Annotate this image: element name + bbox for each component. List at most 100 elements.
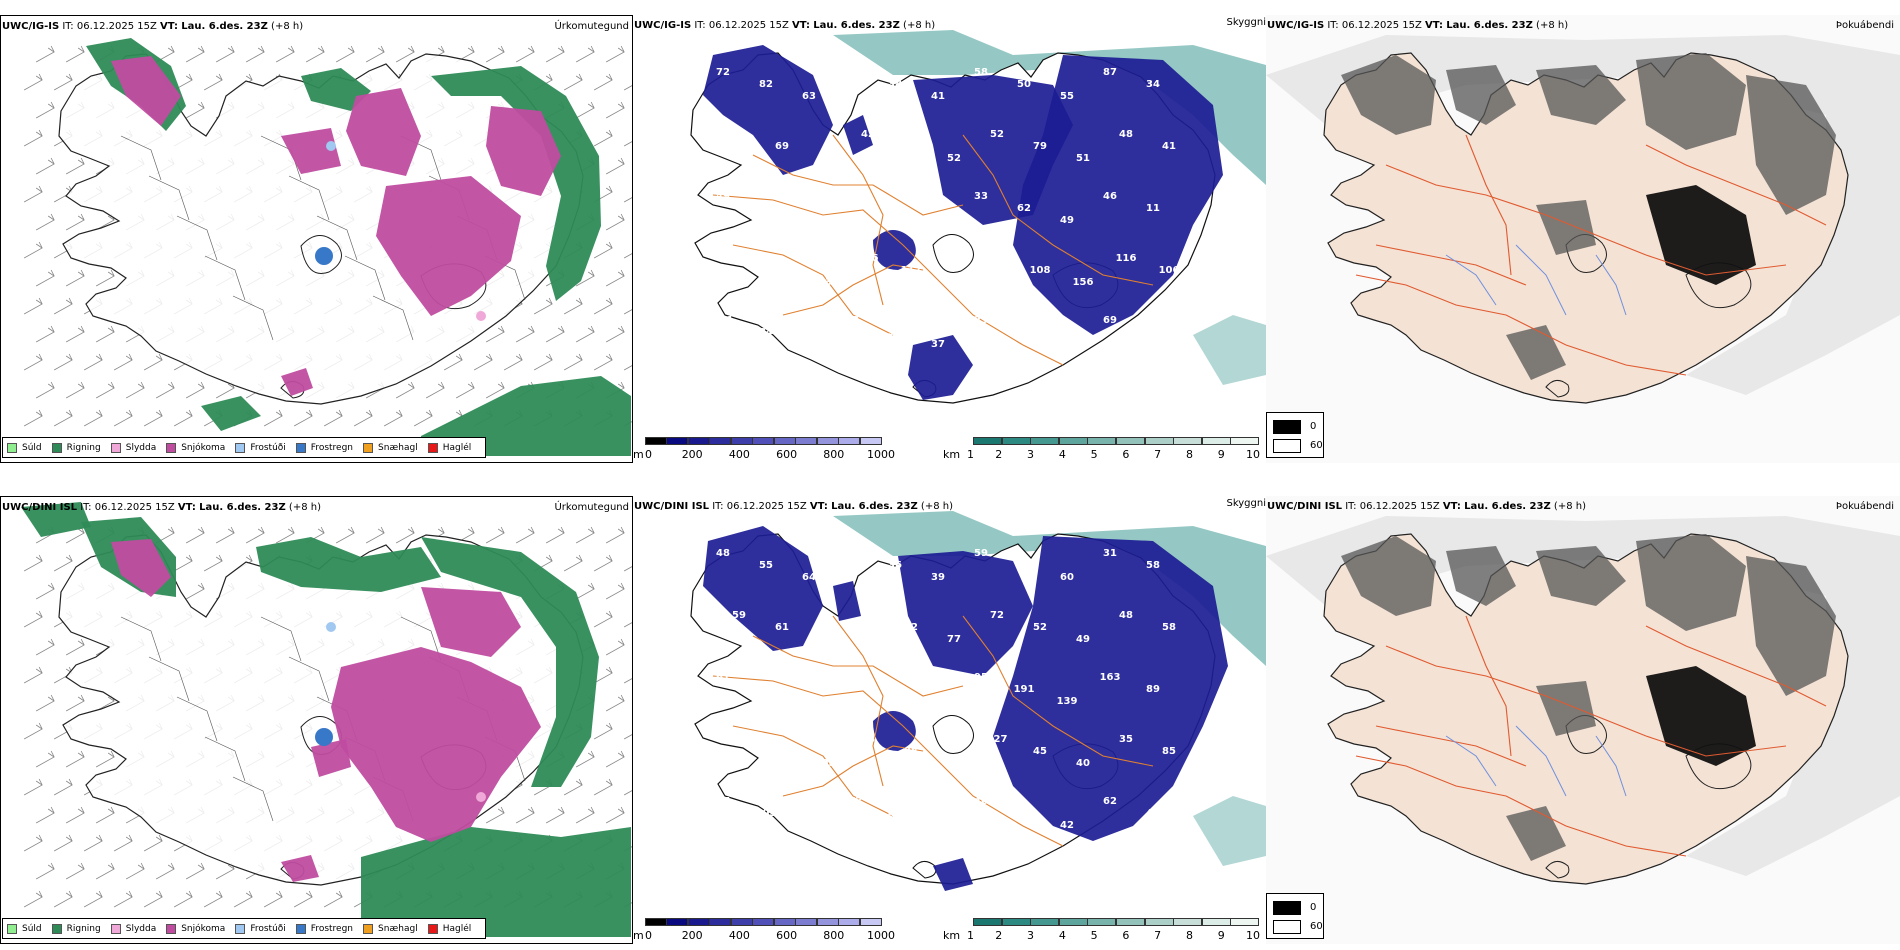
road [1385, 164, 1787, 276]
legend-item: Súld [7, 442, 42, 453]
river [344, 255, 386, 301]
iceland-outline [58, 53, 584, 405]
colorbar-swatch [752, 437, 775, 445]
colorbar-unit: m [633, 448, 644, 461]
visibility-value: 58 [1162, 622, 1176, 633]
fog-dark-areas [1341, 534, 1836, 861]
fog-dark-area [1636, 53, 1746, 150]
snow-area [111, 56, 181, 126]
wind-barb [575, 45, 595, 63]
fog-index-panel-row1: UWC/IG-IS IT: 06.12.2025 15Z VT: Lau. 6.… [1266, 15, 1900, 463]
visibility-value: 55 [1017, 560, 1031, 571]
wind-barb [383, 409, 403, 427]
visibility-value: 95 [974, 672, 988, 683]
colorbar-swatch [645, 918, 667, 926]
colorbar-tick: 7 [1154, 448, 1162, 461]
panel-type-label: Skyggni [1226, 498, 1266, 509]
legend-label: Slydda [125, 923, 157, 934]
visibility-value: 61 [716, 672, 730, 683]
wind-barb [23, 554, 43, 572]
visibility-value: 247 [729, 734, 750, 745]
wind-barb [23, 834, 43, 852]
visibility-value: 35 [1119, 734, 1133, 745]
wind-barb [143, 409, 163, 427]
panel-title: UWC/IG-IS IT: 06.12.2025 15Z VT: Lau. 6.… [634, 20, 936, 31]
panel-type-label: Þokuábendi [1835, 501, 1894, 512]
visibility-value: 42 [775, 389, 789, 400]
wind-barb [593, 353, 613, 371]
wind-barb [35, 862, 55, 880]
river [260, 616, 302, 662]
wind-barb [95, 806, 115, 824]
colorbar-tick: 2 [995, 448, 1003, 461]
visibility-value: 46 [802, 696, 816, 707]
visibility-value: 46 [1103, 191, 1117, 202]
fog-legend-light-swatch [1273, 920, 1301, 934]
low-visibility-area [993, 536, 1228, 841]
river [204, 255, 246, 301]
glacier-outline [932, 715, 974, 754]
wind-barb [503, 353, 523, 371]
wind-barb [563, 353, 583, 371]
panel-type-label: Úrkomutegund [554, 21, 629, 32]
wind-barb [143, 353, 163, 371]
visibility-value: 67 [716, 796, 730, 807]
visibility-panel-row2: 48 55 64 68 36 39 59 55 60 31 58 59 61 56 52 62 77 72 52 49… [633, 496, 1266, 944]
colorbar-tick: 9 [1217, 929, 1225, 942]
wind-barb [623, 622, 632, 628]
legend-item: Frostúði [235, 442, 286, 453]
colorbar-swatch [1173, 918, 1203, 926]
fog-dark-area [1746, 556, 1836, 696]
legend-label: Snæhagl [378, 923, 418, 934]
fog-map-row1 [1266, 15, 1900, 463]
visibility-value: 49 [1076, 634, 1090, 645]
wind-barb [65, 325, 85, 343]
wind-barb [563, 554, 583, 572]
fog-dark-area [1446, 546, 1516, 606]
wind-barb [23, 73, 43, 91]
visibility-value: 37 [931, 339, 945, 350]
colorbar-tick: 5 [1090, 448, 1098, 461]
road-network [1355, 615, 1827, 857]
visibility-value: 83 [818, 277, 832, 288]
wind-barb [455, 381, 475, 399]
road [732, 725, 894, 817]
wind-barb [485, 526, 505, 544]
colorbar-swatch [752, 918, 775, 926]
wind-barb [263, 890, 283, 908]
wind-barb [173, 890, 193, 908]
road [1465, 615, 1512, 757]
visibility-value: 85 [1162, 746, 1176, 757]
river [400, 616, 442, 662]
snow-area [311, 739, 351, 777]
panel-type-label: Úrkomutegund [554, 502, 629, 513]
colorbar-tick: 800 [823, 929, 845, 942]
visibility-value: 87 [1103, 67, 1117, 78]
legend-label: Slydda [125, 442, 157, 453]
fog-dark-area [1341, 55, 1436, 135]
wind-barb [35, 806, 55, 824]
visibility-value: 84 [759, 327, 773, 338]
visibility-value: 89 [1146, 684, 1160, 695]
river [232, 295, 274, 341]
legend-item: Haglél [427, 442, 471, 453]
colorbar-swatch [1030, 437, 1060, 445]
sleet-spot [476, 792, 486, 802]
wind-barb [563, 778, 583, 796]
river [288, 175, 330, 221]
visibility-value: 62 [732, 129, 746, 140]
legend-item: Snæhagl [363, 923, 418, 934]
legend-item: Slydda [110, 923, 157, 934]
freezing-rain-spot [315, 247, 333, 265]
freezing-drizzle-spot [326, 622, 336, 632]
snow-area [281, 855, 319, 882]
wind-barb [35, 638, 55, 656]
visibility-value: 87 [947, 277, 961, 288]
visibility-value: 85 [732, 253, 746, 264]
visibility-value: 117 [901, 265, 922, 276]
visibility-value: 67 [759, 203, 773, 214]
visibility-value: 78 [845, 315, 859, 326]
wind-barb [65, 862, 85, 880]
river [176, 696, 218, 742]
wind-barb [65, 806, 85, 824]
